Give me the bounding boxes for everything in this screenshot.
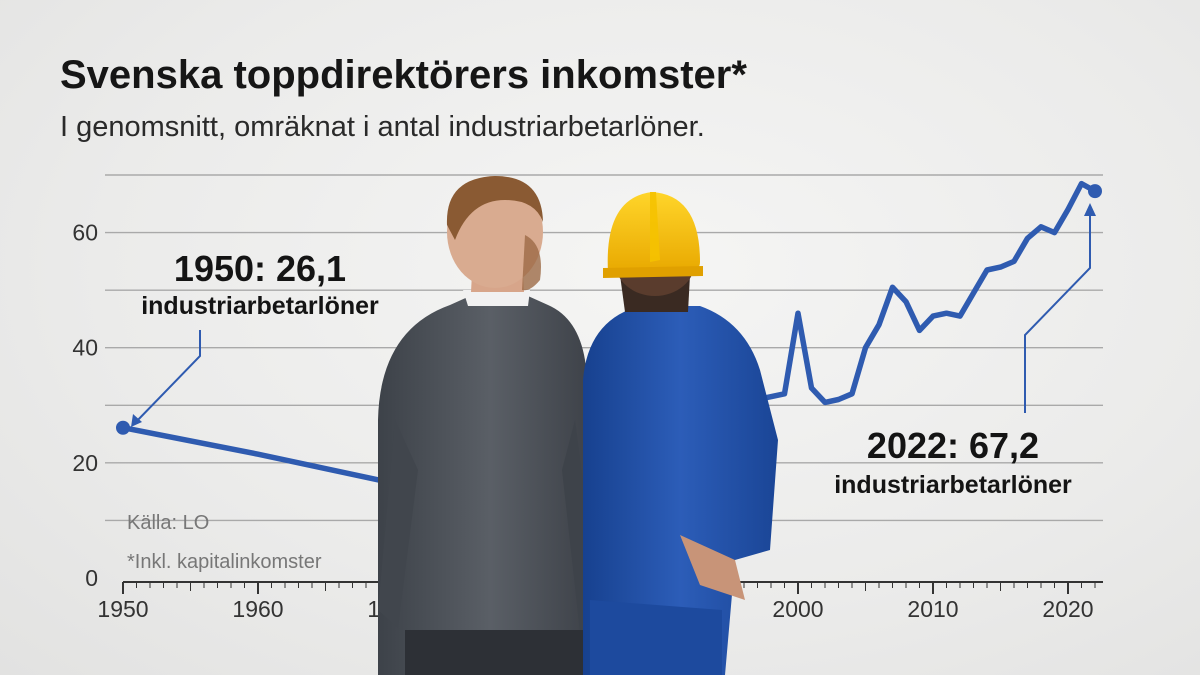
x-tick-label: 1950 xyxy=(97,596,148,622)
x-tick-label: 2010 xyxy=(907,596,958,622)
annotation-2022: 2022: 67,2 industriarbetarlöner xyxy=(834,203,1096,499)
y-tick-label: 0 xyxy=(85,565,98,591)
y-tick-label: 40 xyxy=(72,335,98,361)
y-tick-label: 20 xyxy=(72,450,98,476)
annotation-1950-headline: 1950: 26,1 xyxy=(174,248,346,289)
annotation-1950-unit: industriarbetarlöner xyxy=(141,292,379,320)
y-tick-label: 60 xyxy=(72,220,98,246)
annotation-1950-arrow xyxy=(133,330,201,425)
annotation-2022-arrow xyxy=(1024,210,1091,413)
x-tick-label: 1960 xyxy=(232,596,283,622)
chart-title: Svenska toppdirektörers inkomster* xyxy=(60,53,747,97)
annotation-1950-arrowhead xyxy=(131,414,142,427)
data-point-start xyxy=(116,420,130,435)
x-tick-label: 2000 xyxy=(772,596,823,622)
annotation-2022-arrowhead xyxy=(1084,203,1096,216)
chart-subtitle: I genomsnitt, omräknat i antal industria… xyxy=(60,111,705,143)
annotation-2022-headline: 2022: 67,2 xyxy=(867,425,1039,466)
annotation-1950: 1950: 26,1 industriarbetarlöner xyxy=(131,248,379,427)
y-axis: 0 20 40 60 xyxy=(72,220,98,591)
footnote: *Inkl. kapitalinkomster xyxy=(127,551,322,573)
source-note: Källa: LO xyxy=(127,512,209,534)
worker-figure xyxy=(583,192,778,675)
photo-people xyxy=(378,176,778,675)
x-tick-label: 2020 xyxy=(1042,596,1093,622)
annotation-2022-unit: industriarbetarlöner xyxy=(834,471,1072,499)
data-point-end xyxy=(1088,184,1102,199)
businessman-figure xyxy=(378,176,603,675)
